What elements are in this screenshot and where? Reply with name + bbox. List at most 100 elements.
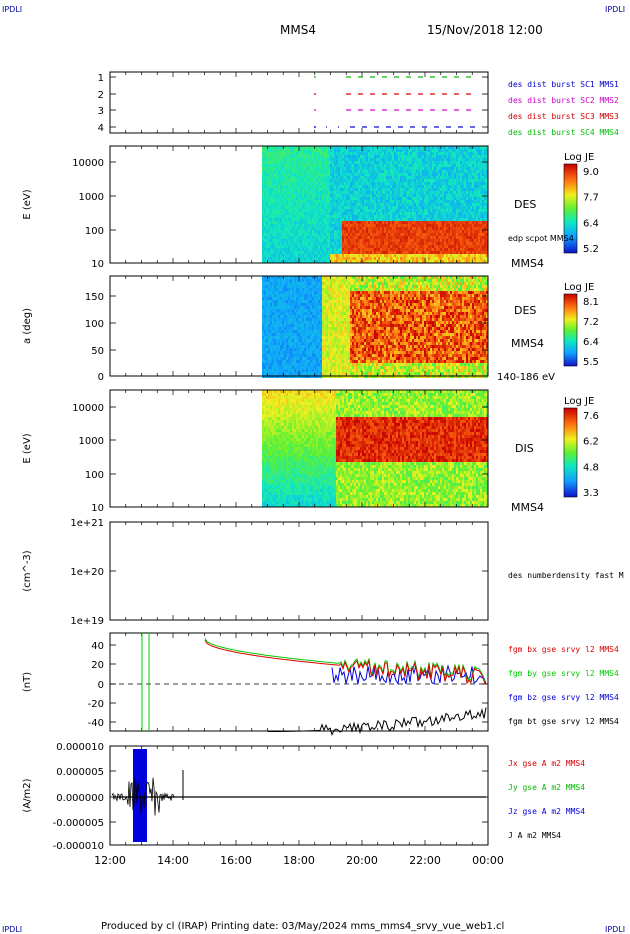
heatmap-cell: [440, 245, 442, 248]
heatmap-cell: [296, 224, 298, 227]
heatmap-cell: [446, 242, 448, 245]
heatmap-cell: [444, 197, 446, 200]
heatmap-cell: [380, 215, 382, 218]
heatmap-cell: [272, 155, 274, 158]
heatmap-cell: [342, 215, 344, 218]
heatmap-cell: [290, 248, 292, 251]
heatmap-cell: [476, 215, 478, 218]
heatmap-cell: [264, 348, 266, 351]
heatmap-cell: [434, 257, 436, 260]
heatmap-cell: [366, 209, 368, 212]
heatmap-cell: [338, 233, 340, 236]
heatmap-cell: [262, 170, 264, 173]
heatmap-cell: [330, 257, 332, 260]
heatmap-cell: [410, 227, 412, 230]
heatmap-cell: [438, 233, 440, 236]
heatmap-cell: [470, 191, 472, 194]
heatmap-cell: [426, 242, 428, 245]
heatmap-cell: [272, 191, 274, 194]
heatmap-cell: [390, 173, 392, 176]
heatmap-cell: [394, 260, 396, 263]
heatmap-cell: [372, 179, 374, 182]
heatmap-cell: [446, 236, 448, 239]
heatmap-cell: [316, 155, 318, 158]
heatmap-cell: [454, 161, 456, 164]
heatmap-cell: [476, 191, 478, 194]
heatmap-cell: [284, 318, 286, 321]
heatmap-cell: [328, 149, 330, 152]
heatmap-cell: [392, 248, 394, 251]
heatmap-cell: [442, 251, 444, 254]
heatmap-cell: [372, 245, 374, 248]
heatmap-cell: [368, 245, 370, 248]
heatmap-cell: [384, 173, 386, 176]
heatmap-cell: [262, 191, 264, 194]
heatmap-cell: [302, 179, 304, 182]
heatmap-cell: [296, 227, 298, 230]
heatmap-cell: [438, 152, 440, 155]
heatmap-cell: [262, 155, 264, 158]
heatmap-cell: [286, 167, 288, 170]
heatmap-cell: [322, 146, 324, 149]
heatmap-cell: [450, 209, 452, 212]
heatmap-cell: [282, 212, 284, 215]
heatmap-cell: [378, 206, 380, 209]
heatmap-cell: [292, 242, 294, 245]
heatmap-cell: [266, 215, 268, 218]
heatmap-cell: [312, 188, 314, 191]
heatmap-cell: [354, 248, 356, 251]
heatmap-cell: [316, 215, 318, 218]
heatmap-cell: [342, 188, 344, 191]
heatmap-cell: [428, 242, 430, 245]
heatmap-cell: [386, 149, 388, 152]
heatmap-cell: [304, 161, 306, 164]
heatmap-cell: [386, 182, 388, 185]
heatmap-cell: [422, 152, 424, 155]
heatmap-cell: [396, 230, 398, 233]
heatmap-cell: [442, 203, 444, 206]
heatmap-cell: [476, 218, 478, 221]
heatmap-cell: [374, 188, 376, 191]
heatmap-cell: [288, 212, 290, 215]
heatmap-cell: [362, 179, 364, 182]
heatmap-cell: [368, 185, 370, 188]
heatmap-cell: [314, 158, 316, 161]
heatmap-cell: [386, 188, 388, 191]
heatmap-cell: [344, 248, 346, 251]
heatmap-cell: [300, 236, 302, 239]
heatmap-cell: [376, 185, 378, 188]
heatmap-cell: [484, 251, 486, 254]
heatmap-cell: [288, 206, 290, 209]
heatmap-cell: [372, 197, 374, 200]
heatmap-cell: [418, 161, 420, 164]
heatmap-cell: [388, 212, 390, 215]
heatmap-cell: [402, 155, 404, 158]
heatmap-cell: [478, 239, 480, 242]
heatmap-cell: [486, 173, 488, 176]
heatmap-cell: [396, 218, 398, 221]
heatmap-cell: [386, 164, 388, 167]
heatmap-cell: [414, 254, 416, 257]
heatmap-cell: [354, 203, 356, 206]
heatmap-cell: [380, 230, 382, 233]
heatmap-cell: [440, 257, 442, 260]
heatmap-cell: [270, 357, 272, 360]
heatmap-cell: [274, 254, 276, 257]
heatmap-cell: [362, 242, 364, 245]
heatmap-cell: [400, 218, 402, 221]
heatmap-cell: [420, 167, 422, 170]
heatmap-cell: [458, 242, 460, 245]
heatmap-cell: [394, 164, 396, 167]
heatmap-cell: [348, 230, 350, 233]
heatmap-cell: [272, 309, 274, 312]
heatmap-cell: [424, 239, 426, 242]
heatmap-cell: [416, 245, 418, 248]
heatmap-cell: [366, 239, 368, 242]
heatmap-cell: [300, 197, 302, 200]
heatmap-cell: [418, 248, 420, 251]
heatmap-cell: [474, 236, 476, 239]
heatmap-cell: [358, 194, 360, 197]
heatmap-cell: [272, 239, 274, 242]
heatmap-cell: [436, 221, 438, 224]
heatmap-cell: [284, 315, 286, 318]
